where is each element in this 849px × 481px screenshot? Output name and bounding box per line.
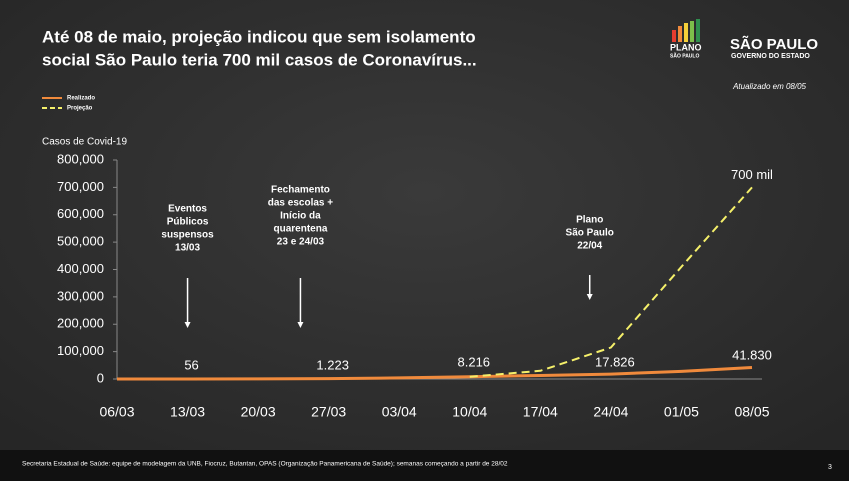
x-tick-label: 13/03 xyxy=(170,404,205,420)
logo-text: GOVERNO DO ESTADO xyxy=(731,53,810,60)
x-tick-label: 01/05 xyxy=(664,404,699,420)
y-tick-label: 200,000 xyxy=(57,316,104,331)
y-tick-label: 800,000 xyxy=(57,151,104,166)
x-tick-label: 20/03 xyxy=(241,404,276,420)
y-tick-label: 100,000 xyxy=(57,343,104,358)
series-line xyxy=(116,366,753,381)
logo-bar xyxy=(684,23,688,42)
data-label: 8.216 xyxy=(458,354,491,369)
data-label: 700 mil xyxy=(731,167,773,182)
annotation-text: Fechamento xyxy=(271,185,330,196)
x-tick-label: 27/03 xyxy=(311,404,346,420)
y-tick-label: 500,000 xyxy=(57,234,104,249)
title-line: Até 08 de maio, projeção indicou que sem… xyxy=(42,27,476,46)
logo-text: SÃO PAULO xyxy=(670,52,699,59)
annotation-text: São Paulo xyxy=(566,228,614,239)
annotation-text: Início da xyxy=(280,211,321,222)
data-label: 1.223 xyxy=(316,357,349,372)
y-tick-label: 0 xyxy=(97,370,104,385)
annotation-text: Eventos xyxy=(168,204,207,215)
legend-label: Projeção xyxy=(67,106,93,112)
logo-bar xyxy=(696,19,700,42)
annotation-text: das escolas + xyxy=(268,198,333,209)
legend-label: Realizado xyxy=(67,96,95,102)
y-tick-label: 600,000 xyxy=(57,206,104,221)
y-tick-label: 300,000 xyxy=(57,288,104,303)
data-label: 41.830 xyxy=(732,347,772,362)
series-line xyxy=(469,186,753,378)
y-tick-label: 700,000 xyxy=(57,179,104,194)
logo-text: SÃO PAULO xyxy=(730,35,818,53)
updated-note: Atualizado em 08/05 xyxy=(732,82,806,91)
x-tick-label: 10/04 xyxy=(452,404,487,420)
annotation-arrowhead xyxy=(586,294,593,300)
annotation-text: Plano xyxy=(576,215,603,226)
annotation-text: 23 e 24/03 xyxy=(277,237,325,248)
logo-bar xyxy=(678,26,682,42)
plano-logo: PLANO SÃO PAULO xyxy=(670,19,702,59)
page-number: 3 xyxy=(828,464,832,471)
annotation-arrowhead xyxy=(184,322,191,328)
x-tick-label: 03/04 xyxy=(382,404,417,420)
footer-source: Secretaria Estadual de Saúde: equipe de … xyxy=(22,461,508,468)
annotation-text: 13/03 xyxy=(175,243,200,254)
x-tick-label: 17/04 xyxy=(523,404,558,420)
annotation-text: suspensos xyxy=(161,230,214,241)
x-tick-label: 06/03 xyxy=(99,404,134,420)
data-label: 56 xyxy=(184,357,198,372)
title-line: social São Paulo teria 700 mil casos de … xyxy=(42,50,477,69)
annotation-text: quarentena xyxy=(273,224,327,235)
logo-bar xyxy=(672,30,676,42)
y-axis-label: Casos de Covid-19 xyxy=(42,137,127,148)
annotation-arrowhead xyxy=(297,322,304,328)
data-label: 17.826 xyxy=(595,354,635,369)
x-tick-label: 08/05 xyxy=(734,404,769,420)
annotation-text: Públicos xyxy=(167,217,209,228)
logo-text: PLANO xyxy=(670,42,702,52)
annotation-text: 22/04 xyxy=(577,241,602,252)
y-tick-label: 400,000 xyxy=(57,261,104,276)
x-tick-label: 24/04 xyxy=(593,404,628,420)
footer-bar xyxy=(0,450,849,481)
logo-bar xyxy=(690,21,694,42)
